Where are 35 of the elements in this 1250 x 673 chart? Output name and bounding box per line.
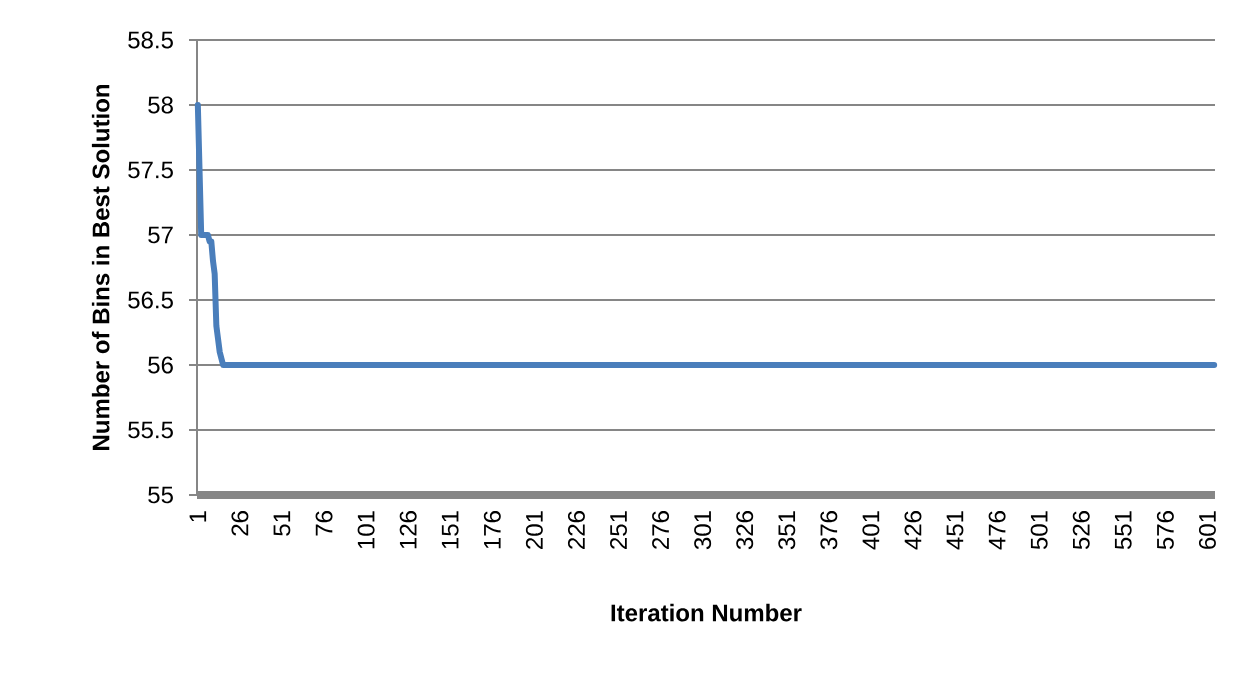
x-tick-label: 126 [399, 511, 417, 549]
x-tick-label: 1 [189, 511, 207, 522]
y-tick-label: 57.5 [128, 161, 173, 179]
y-tick-label: 56.5 [128, 291, 173, 309]
x-tick-label: 51 [273, 511, 291, 536]
y-tick-label: 55.5 [128, 421, 173, 439]
y-tick-label: 58 [148, 96, 173, 114]
x-tick-label: 226 [567, 511, 585, 549]
x-tick-label: 76 [315, 511, 333, 536]
x-tick-label: 451 [946, 511, 964, 550]
x-tick-label: 301 [694, 511, 712, 550]
x-tick-label: 151 [441, 511, 459, 549]
x-tick-label: 476 [988, 511, 1006, 550]
x-tick-label: 376 [820, 511, 838, 550]
x-tick-label: 551 [1114, 511, 1132, 550]
y-tick-label: 56 [148, 356, 173, 374]
x-tick-label: 501 [1030, 511, 1048, 550]
x-tick-label: 276 [652, 511, 670, 549]
x-tick-label: 526 [1072, 511, 1090, 550]
x-tick-label: 351 [778, 511, 796, 550]
x-tick-label: 176 [483, 511, 501, 549]
x-tick-label: 101 [357, 511, 375, 549]
y-tick-label: 58.5 [128, 31, 173, 49]
x-tick-label: 601 [1198, 511, 1216, 549]
y-tick-label: 57 [148, 226, 173, 244]
x-tick-label: 426 [904, 511, 922, 550]
x-tick-label: 251 [610, 511, 627, 549]
x-tick-label: 576 [1156, 511, 1174, 550]
y-tick-label: 55 [148, 486, 173, 504]
x-axis-title: Iteration Number [611, 603, 802, 622]
x-tick-label: 201 [525, 511, 543, 549]
y-axis-title: Number of Bins in Best Solution [91, 84, 110, 450]
x-tick-label: 401 [862, 511, 880, 550]
x-tick-label: 26 [231, 511, 249, 536]
x-tick-label: 326 [736, 511, 754, 550]
